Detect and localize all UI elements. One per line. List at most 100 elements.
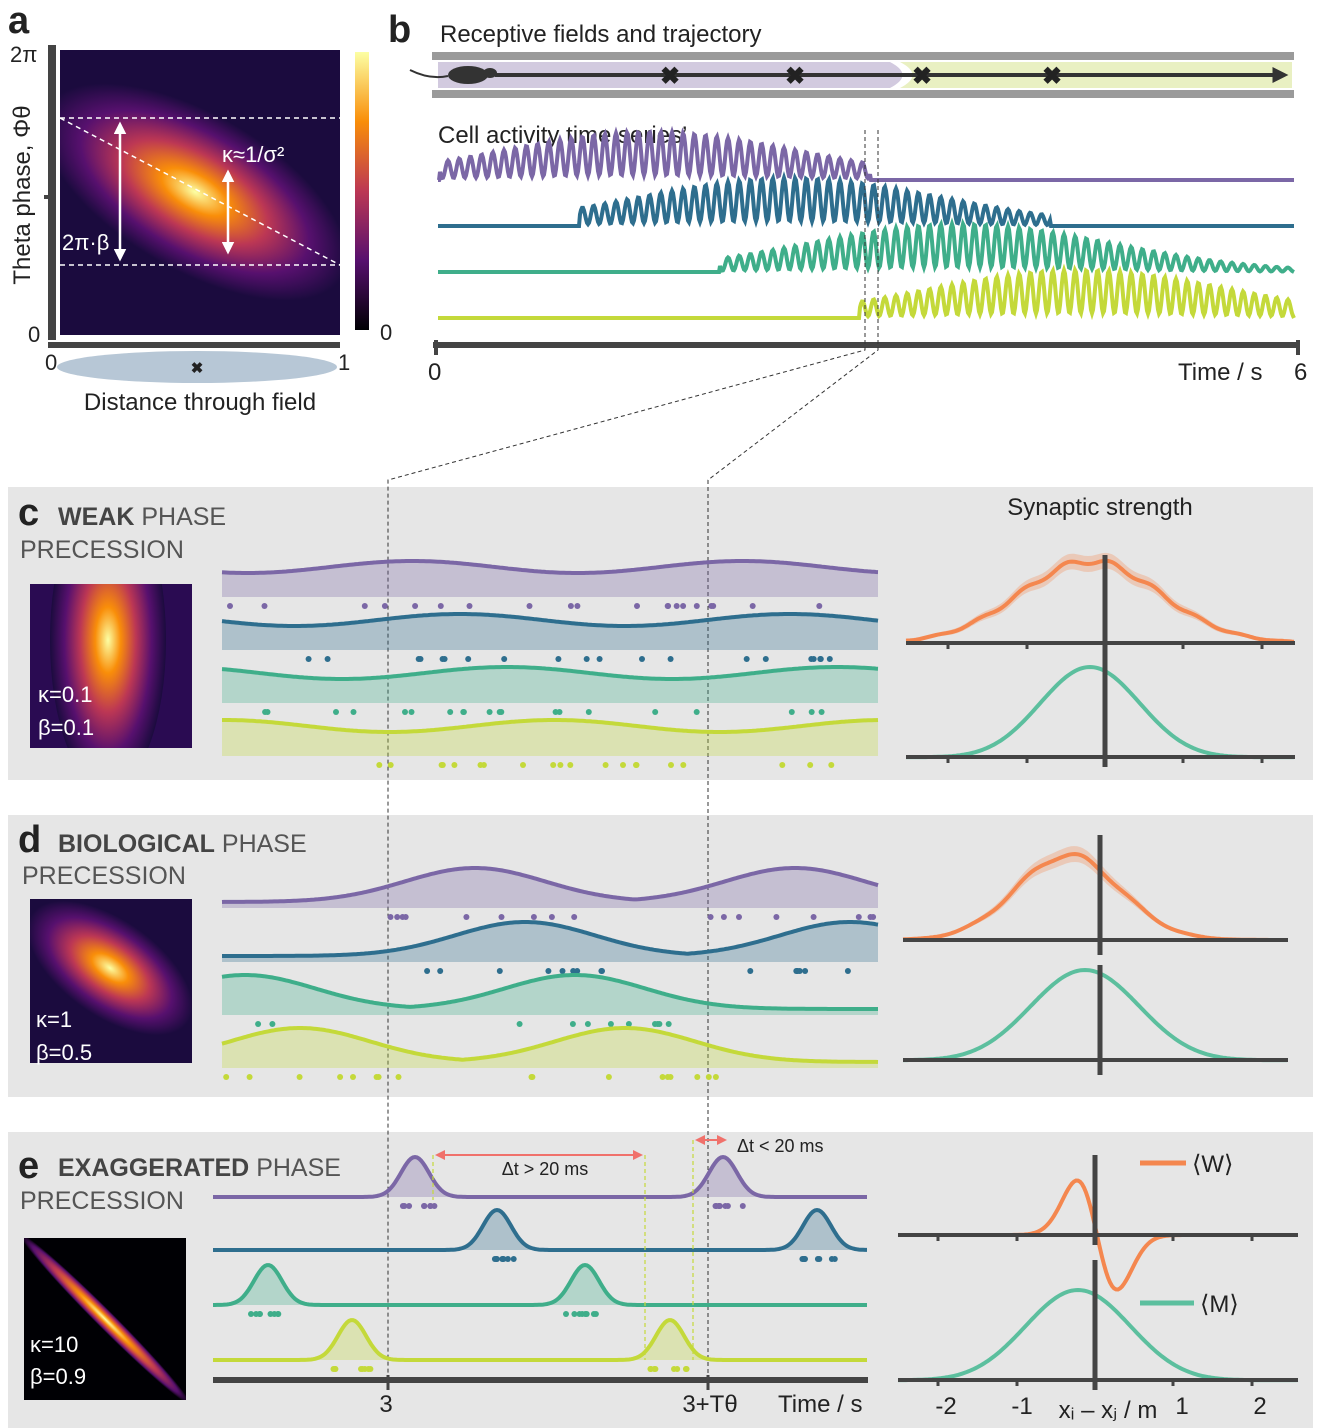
y-tick-label: 0 <box>28 322 40 347</box>
spike <box>501 1256 507 1262</box>
spike <box>406 1203 412 1209</box>
spike <box>376 762 382 768</box>
spike <box>501 656 507 662</box>
heatmap <box>5 874 216 1063</box>
title-bold: WEAK <box>58 503 134 531</box>
annotation: Δt > 20 ms <box>502 1159 589 1179</box>
title-rest: PHASE <box>222 830 307 858</box>
spike <box>827 656 833 662</box>
spike <box>773 914 779 920</box>
colorbar-tick: 0 <box>380 320 392 345</box>
spike <box>708 914 714 920</box>
spike <box>668 1074 674 1080</box>
x-tick-label: 6 <box>1294 359 1307 386</box>
spike <box>325 656 331 662</box>
spike <box>660 1074 666 1080</box>
spike <box>584 656 590 662</box>
x-tick-label: -2 <box>935 1393 956 1420</box>
spike <box>579 1311 585 1317</box>
spike <box>747 968 753 974</box>
spike <box>517 1021 523 1027</box>
spike <box>306 656 312 662</box>
spike <box>807 762 813 768</box>
spike <box>818 656 824 662</box>
spike <box>421 1203 427 1209</box>
spike <box>725 1203 731 1209</box>
spike <box>550 762 556 768</box>
spike <box>412 603 418 609</box>
spike <box>424 968 430 974</box>
spike <box>497 968 503 974</box>
spike <box>801 1256 807 1262</box>
spike <box>680 762 686 768</box>
spike <box>560 968 566 974</box>
spike <box>439 762 445 768</box>
spike <box>585 1021 591 1027</box>
annotation: κ≈1/σ² <box>222 142 284 167</box>
spike <box>437 968 443 974</box>
activity-trace <box>438 224 1294 272</box>
spike <box>409 709 415 715</box>
beta: β=0.1 <box>38 715 94 740</box>
spike <box>492 1256 498 1262</box>
spike <box>608 1021 614 1027</box>
track-edge <box>432 90 1294 98</box>
spike <box>593 1311 599 1317</box>
spike <box>740 1203 746 1209</box>
spike <box>870 914 876 920</box>
panel-title: BIOLOGICAL PHASE <box>58 830 307 858</box>
x-axis-label: Distance through field <box>84 389 316 416</box>
spike <box>416 656 422 662</box>
spike <box>440 656 446 662</box>
spike <box>396 1074 402 1080</box>
spike <box>713 1074 719 1080</box>
spike <box>832 1256 838 1262</box>
x-tick-label: 3+Tθ <box>682 1391 737 1418</box>
spike <box>332 1366 338 1372</box>
panel-title: EXAGGERATED PHASE <box>58 1154 341 1182</box>
spike <box>665 603 671 609</box>
spike <box>520 762 526 768</box>
spike <box>597 656 603 662</box>
spike <box>467 603 473 609</box>
svg-text:✖: ✖ <box>785 63 805 90</box>
spike <box>570 1021 576 1027</box>
spike <box>255 1021 261 1027</box>
spike <box>223 1074 229 1080</box>
spike <box>382 603 388 609</box>
spike <box>555 656 561 662</box>
svg-text:✖: ✖ <box>660 63 680 90</box>
spike <box>586 709 592 715</box>
spike <box>603 762 609 768</box>
marker: ✖ <box>191 360 204 377</box>
x-axis-label: Time / s <box>1178 359 1262 386</box>
spike <box>750 603 756 609</box>
spike <box>499 914 505 920</box>
panel-title: PRECESSION <box>20 536 184 564</box>
annotation: Δt < 20 ms <box>737 1136 824 1156</box>
spike <box>557 709 563 715</box>
x-tick-label: 1 <box>1175 1393 1188 1420</box>
spike <box>647 1366 653 1372</box>
panel-label: d <box>18 819 41 861</box>
x-tick-label: 3 <box>379 1391 392 1418</box>
y-tick-label: 2π <box>10 42 37 67</box>
spike <box>478 762 484 768</box>
x-tick-label: 1 <box>338 350 350 375</box>
spike <box>744 656 750 662</box>
spike <box>639 656 645 662</box>
y-axis-label: Theta phase, Φθ <box>9 105 36 284</box>
kappa: κ=0.1 <box>38 682 92 707</box>
spike <box>606 1074 612 1080</box>
spike <box>257 1311 263 1317</box>
spike <box>262 709 268 715</box>
spike <box>531 914 537 920</box>
spike <box>463 914 469 920</box>
spike <box>571 914 577 920</box>
spike <box>674 603 680 609</box>
activity-trace <box>438 178 1294 226</box>
spike <box>248 1311 254 1317</box>
legend-label: ⟨W⟩ <box>1192 1151 1233 1178</box>
spike <box>815 1256 821 1262</box>
spike <box>529 1074 535 1080</box>
